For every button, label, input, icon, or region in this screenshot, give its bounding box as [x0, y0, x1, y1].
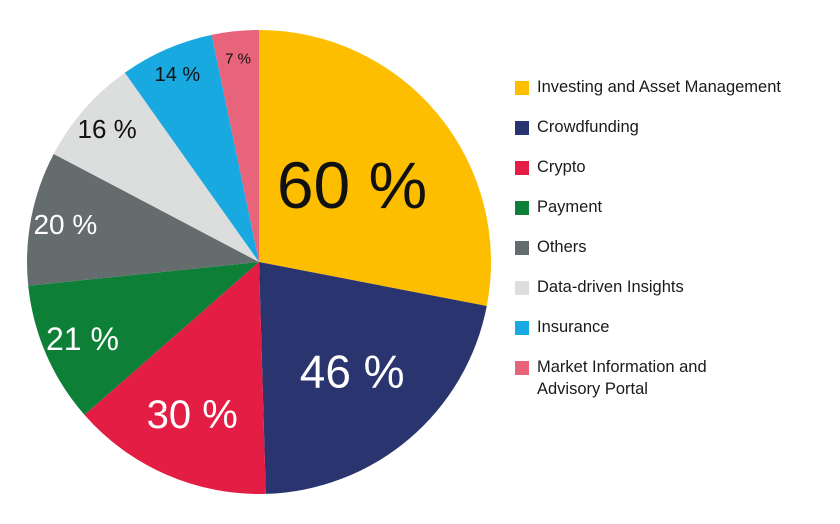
legend-label: Data-driven Insights	[537, 278, 684, 296]
pie-slice-crowdfunding	[259, 262, 487, 494]
legend-label: Crypto	[537, 158, 586, 176]
pie-slice-data-driven-insights	[53, 72, 260, 262]
pie-slice-payment	[28, 262, 260, 415]
legend-label: Others	[537, 238, 587, 256]
slice-value-label: 30 %	[147, 393, 238, 437]
legend-item: Others	[515, 236, 835, 276]
legend-item: Market Information and Advisory Portal	[515, 356, 835, 398]
slice-value-label: 14 %	[155, 64, 201, 86]
slice-value-label: 20 %	[33, 209, 97, 240]
legend-label: Payment	[537, 198, 603, 216]
pie-slice-crypto	[84, 262, 266, 495]
slice-value-label: 7 %	[225, 50, 251, 67]
legend-item: Investing and Asset Management	[515, 76, 835, 116]
legend-swatch	[515, 201, 529, 215]
legend-item: Crowdfunding	[515, 116, 835, 156]
slice-value-label: 21 %	[46, 321, 119, 357]
pie-slice-others	[26, 153, 259, 286]
legend-swatch	[515, 121, 529, 135]
slice-value-label: 60 %	[277, 148, 427, 222]
slice-value-label: 16 %	[78, 114, 137, 144]
legend-label: Insurance	[537, 318, 610, 336]
legend-item: Payment	[515, 196, 835, 236]
legend-label: Market Information and Advisory Portal	[537, 358, 707, 398]
legend-item: Crypto	[515, 156, 835, 196]
legend-swatch	[515, 241, 529, 255]
legend-label: Investing and Asset Management	[537, 78, 781, 96]
legend-item: Data-driven Insights	[515, 276, 835, 316]
legend-swatch	[515, 161, 529, 175]
chart-legend: Investing and Asset Management Crowdfundi…	[515, 76, 835, 398]
legend-item: Insurance	[515, 316, 835, 356]
legend-swatch	[515, 361, 529, 375]
legend-swatch	[515, 81, 529, 95]
pie-slice-insurance	[124, 34, 260, 263]
slice-value-label: 46 %	[300, 346, 405, 398]
legend-swatch	[515, 281, 529, 295]
pie-slice-investing-and-asset-management	[259, 30, 491, 307]
legend-label: Crowdfunding	[537, 118, 639, 136]
pie-slice-market-information-and-advisory-portal	[211, 30, 259, 262]
legend-swatch	[515, 321, 529, 335]
